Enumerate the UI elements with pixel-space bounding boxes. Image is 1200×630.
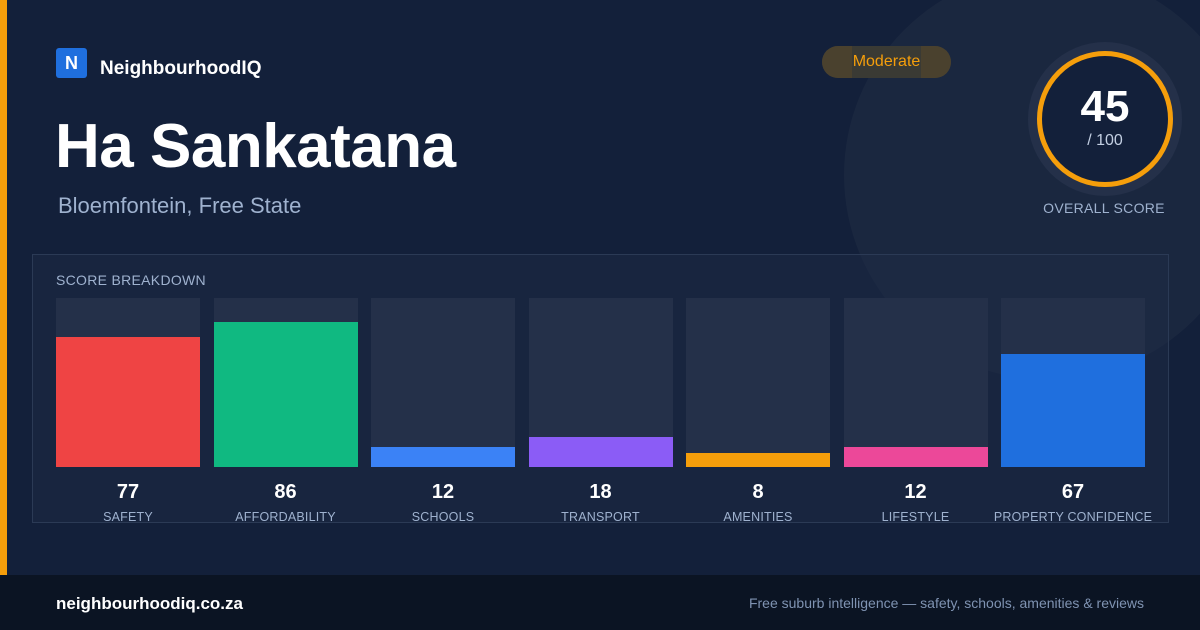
bar-fill xyxy=(56,337,200,467)
accent-strip xyxy=(0,0,7,575)
bar-fill xyxy=(213,322,358,467)
bar-track xyxy=(686,298,830,467)
score-ring xyxy=(1037,51,1173,187)
bar-label: TRANSPORT xyxy=(561,510,640,524)
bar-value: 8 xyxy=(752,481,764,503)
bar-label: SCHOOLS xyxy=(411,510,475,524)
bar-fill xyxy=(371,447,515,467)
bar-label: PROPERTY CONFIDENCE xyxy=(993,510,1153,524)
bar-track xyxy=(213,298,358,467)
bar-value: 77 xyxy=(116,481,140,503)
bar-fill xyxy=(528,437,673,467)
score-breakdown-panel: SCORE BREAKDOWN 77 SAFETY 86 AFFORDABILITY 1… xyxy=(32,254,1169,524)
bar-value: 67 xyxy=(1061,481,1085,503)
bar-value: 12 xyxy=(904,481,927,503)
overall-score-max: / 100 xyxy=(1087,132,1123,149)
bar-label: LIFESTYLE xyxy=(881,510,950,524)
bar-value: 12 xyxy=(431,481,455,503)
bar-label: SAFETY xyxy=(103,510,153,524)
overall-score-caption: OVERALL SCORE xyxy=(1043,200,1165,216)
brand-logo-icon: N xyxy=(56,48,87,78)
footer-tagline: Free suburb intelligence — safety, schoo… xyxy=(748,595,1144,611)
suburb-location: Bloemfontein, Free State xyxy=(58,193,302,218)
bar-track xyxy=(371,298,515,467)
bar-label: AMENITIES xyxy=(723,510,793,524)
rating-badge-label: Moderate xyxy=(852,53,921,70)
breakdown-heading: SCORE BREAKDOWN xyxy=(56,272,206,288)
brand: N NeighbourhoodIQ xyxy=(56,46,261,80)
bar-value: 86 xyxy=(274,481,297,503)
footer: neighbourhoodiq.co.za Free suburb intell… xyxy=(0,575,1200,630)
bar-track xyxy=(56,298,200,467)
overall-score-value: 45 xyxy=(1080,82,1130,131)
bar-track xyxy=(1001,298,1145,467)
rating-badge: Moderate xyxy=(822,46,951,78)
bar-fill xyxy=(1001,354,1145,467)
bar-track xyxy=(843,298,988,467)
suburb-title: Ha Sankatana xyxy=(55,112,456,181)
bar-fill xyxy=(843,447,988,467)
bar-track xyxy=(528,298,673,467)
bar-fill xyxy=(686,453,830,467)
bar-label: AFFORDABILITY xyxy=(235,510,336,524)
footer-domain: neighbourhoodiq.co.za xyxy=(56,594,243,613)
brand-name: NeighbourhoodIQ xyxy=(100,58,262,79)
bar-value: 18 xyxy=(589,481,612,503)
